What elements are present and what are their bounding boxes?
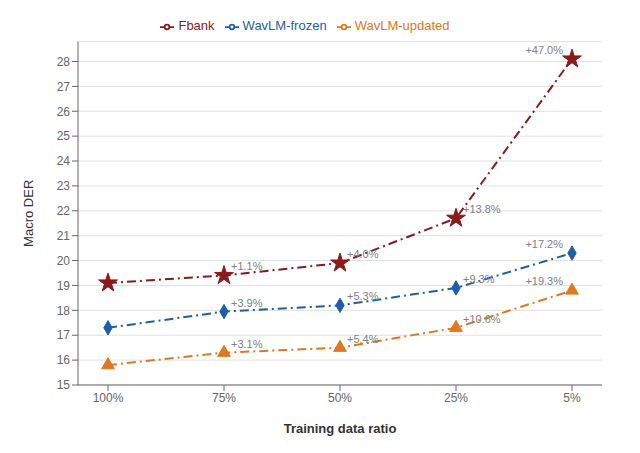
svg-text:26: 26 — [57, 105, 71, 119]
svg-text:18: 18 — [57, 304, 71, 318]
svg-text:Macro DER: Macro DER — [21, 180, 36, 247]
svg-text:25%: 25% — [444, 391, 468, 405]
html-text:WavLM-frozen: WavLM-frozen — [242, 18, 327, 33]
svg-text:+3.1%: +3.1% — [231, 338, 263, 350]
svg-text:22: 22 — [57, 204, 71, 218]
svg-text:17: 17 — [57, 328, 71, 342]
svg-text:23: 23 — [57, 179, 71, 193]
html-text:Fbank: Fbank — [178, 18, 215, 33]
svg-text:+47.0%: +47.0% — [525, 44, 563, 56]
svg-text:28: 28 — [57, 55, 71, 69]
svg-text:5%: 5% — [563, 391, 581, 405]
svg-text:20: 20 — [57, 254, 71, 268]
svg-text:75%: 75% — [212, 391, 236, 405]
svg-text:+5.4%: +5.4% — [347, 333, 379, 345]
svg-text:19: 19 — [57, 279, 71, 293]
svg-text:Training data ratio: Training data ratio — [284, 421, 397, 436]
svg-text:+5.3%: +5.3% — [347, 290, 379, 302]
svg-text:+4.0%: +4.0% — [347, 248, 379, 260]
svg-text:21: 21 — [57, 229, 71, 243]
svg-text:+1.1%: +1.1% — [231, 260, 263, 272]
svg-text:+3.9%: +3.9% — [231, 297, 263, 309]
svg-text:50%: 50% — [328, 391, 352, 405]
svg-text:+9.3%: +9.3% — [463, 273, 495, 285]
svg-text:24: 24 — [57, 154, 71, 168]
svg-text:+13.8%: +13.8% — [463, 203, 501, 215]
svg-text:16: 16 — [57, 353, 71, 367]
svg-text:+10.6%: +10.6% — [463, 313, 501, 325]
svg-text:100%: 100% — [93, 391, 124, 405]
svg-text:25: 25 — [57, 129, 71, 143]
svg-text:15: 15 — [57, 378, 71, 392]
svg-text:+19.3%: +19.3% — [525, 275, 563, 287]
html-text:WavLM-updated: WavLM-updated — [354, 18, 450, 33]
svg-text:27: 27 — [57, 80, 71, 94]
svg-text:+17.2%: +17.2% — [525, 238, 563, 250]
